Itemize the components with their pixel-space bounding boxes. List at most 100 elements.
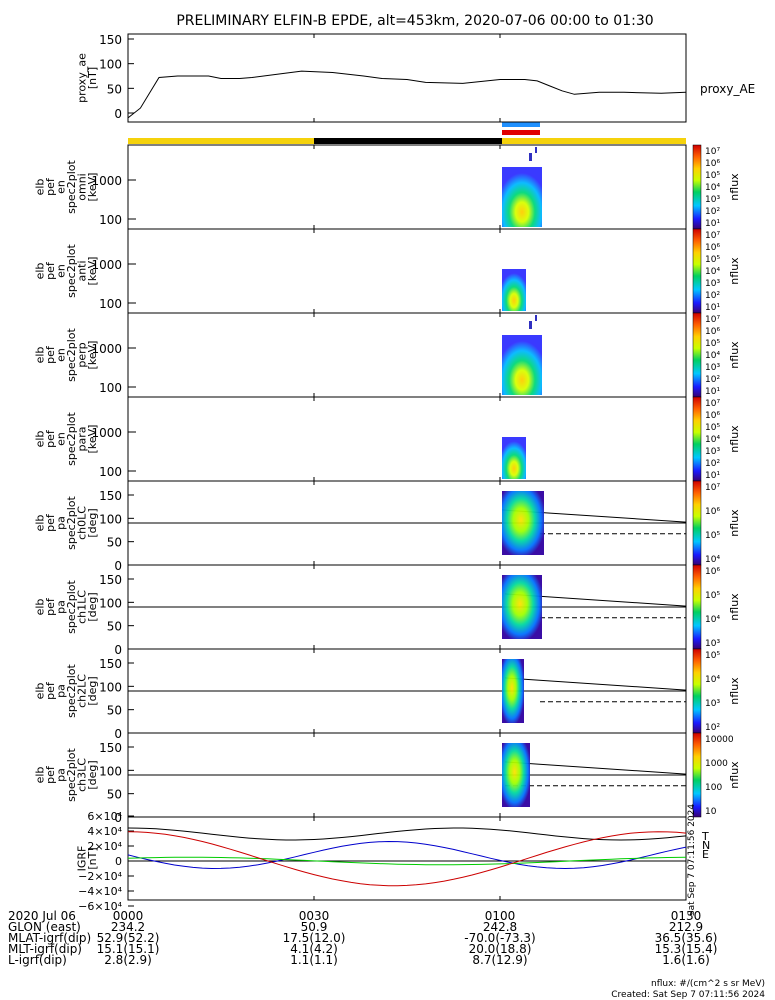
colorbar-tick: 10³: [705, 363, 720, 373]
colorbar-label: nflux: [728, 761, 741, 789]
colorbar-tick: 10²: [705, 459, 720, 469]
ytick-label: 100: [99, 381, 122, 395]
ylabel-line: pef: [44, 345, 57, 364]
colorbar-strip: [692, 312, 702, 398]
ylabel-line: elb: [34, 683, 47, 700]
ytick-label: 50: [107, 536, 122, 550]
ytick-label: 100: [99, 680, 122, 694]
panel-ch2LC: elbpefpaspec2plotch2LC[deg]15010050010⁵1…: [34, 648, 741, 741]
side-stamp: Sat Sep 7 07:11:56 2024: [687, 804, 697, 916]
colorbar-tick: 10⁶: [705, 243, 720, 253]
spectrogram-speck: [529, 153, 532, 161]
ytick-label: 1000: [91, 426, 122, 440]
colorbar-tick: 10⁷: [705, 399, 720, 409]
ylabel-line: [keV]: [86, 425, 99, 454]
panel-para: elbpefenspec2plotpara[keV]100010010⁷10⁶1…: [34, 396, 741, 482]
footer-value: 2.8(2.9): [104, 953, 152, 967]
ytick-label: 100: [99, 58, 122, 72]
footer-value: 4.1(4.2): [290, 942, 338, 956]
loss-cone-line: [504, 677, 687, 691]
igrf-north-line: [127, 840, 687, 870]
colorbar-tick: 1000: [705, 759, 728, 769]
panel-frame: [127, 228, 687, 314]
ytick-label: 6×10⁴: [87, 810, 122, 823]
colorbar-tick: 10²: [705, 291, 720, 301]
ytick-label: −4×10⁴: [78, 885, 122, 898]
science-zone-blue-bar: [502, 122, 540, 127]
ylabel-line: [deg]: [86, 592, 99, 621]
footer-value: 234.2: [111, 920, 145, 934]
spectrogram-data: [502, 743, 530, 807]
ylabel-line: elb: [34, 767, 47, 784]
colorbar-tick: 10⁵: [705, 531, 720, 541]
orbit-status-bar: [128, 122, 686, 144]
ytick-label: 150: [99, 33, 122, 47]
colorbar-label: nflux: [728, 509, 741, 537]
ylabel-line: ch0LC: [76, 506, 89, 540]
colorbar-tick: 10¹: [705, 387, 720, 397]
colorbar-tick: 100: [705, 783, 722, 793]
ylabel-line: [keV]: [86, 173, 99, 202]
colorbar: 10⁷ 10⁶ 10⁵ 10⁴ 10³ 10² 10¹ nflux: [692, 144, 741, 230]
spectrogram-data: [502, 491, 544, 555]
colorbar-tick: 10⁶: [705, 159, 720, 169]
colorbar-tick: 10³: [705, 195, 720, 205]
panel-anti: elbpefenspec2plotanti[keV]100010010⁷10⁶1…: [34, 228, 741, 314]
ytick-label: 150: [99, 489, 122, 503]
ylabel-line: spec2plot: [65, 664, 78, 718]
colorbar-label: nflux: [728, 593, 741, 621]
colorbar-strip: [692, 144, 702, 230]
created-stamp: Created: Sat Sep 7 07:11:56 2024: [611, 990, 765, 1000]
colorbar-tick: 10⁵: [705, 171, 720, 181]
colorbar-tick: 10²: [705, 723, 720, 733]
ytick-label: 0: [114, 811, 122, 825]
colorbar-strip: [692, 564, 702, 650]
colorbar-tick: 10⁶: [705, 567, 720, 577]
colorbar: 10⁷ 10⁶ 10⁵ 10⁴ 10³ 10² 10¹ nflux: [692, 396, 741, 482]
ytick-label: 150: [99, 657, 122, 671]
colorbar-tick: 10⁴: [705, 615, 720, 625]
spectrogram-data: [502, 575, 542, 639]
ytick-label: 0: [114, 643, 122, 657]
panel-frame: [127, 816, 687, 901]
footer-value: 52.9(52.2): [97, 931, 160, 945]
footer-row-label: MLAT-igrf(dip): [8, 931, 91, 945]
footer-value: 0000: [113, 909, 144, 923]
colorbar-tick: 10⁶: [705, 411, 720, 421]
ylabel-line: [nT]: [86, 67, 99, 89]
ylabel-line: spec2plot: [65, 580, 78, 634]
ylabel-line: pef: [44, 765, 57, 784]
ylabel-line: anti: [76, 260, 89, 281]
footer-value: 36.5(35.6): [655, 931, 718, 945]
ylabel-line: elb: [34, 431, 47, 448]
ylabel-line: ch1LC: [76, 590, 89, 624]
ytick-label: 150: [99, 741, 122, 755]
colorbar-strip: [692, 228, 702, 314]
panel-omni: elbpefenspec2plotomni[keV]100010010⁷10⁶1…: [34, 144, 741, 230]
ylabel-line: pef: [44, 261, 57, 280]
colorbar-label: nflux: [728, 677, 741, 705]
ylabel-line: elb: [34, 179, 47, 196]
colorbar-tick: 10⁵: [705, 255, 720, 265]
ylabel-line: elb: [34, 263, 47, 280]
footer-value: 15.3(15.4): [655, 942, 718, 956]
legend-T: T: [701, 830, 709, 843]
ylabel-line: en: [55, 432, 68, 446]
series-label-proxy-ae: proxy_AE: [700, 82, 755, 96]
ephemeris-footer: 2020 Jul 06 0000 0030 0100 0130 GLON (east) 23…: [8, 909, 717, 967]
colorbar: 10⁷ 10⁶ 10⁵ 10⁴ 10³ 10² 10¹ nflux: [692, 228, 741, 314]
ylabel-line: pa: [55, 768, 68, 782]
ytick-label: 0: [114, 559, 122, 573]
ytick-label: 0: [114, 727, 122, 741]
spectrogram-speck: [535, 147, 537, 153]
ytick-label: 4×10⁴: [87, 825, 122, 838]
ylabel-line: elb: [34, 515, 47, 532]
colorbar-tick: 10⁷: [705, 315, 720, 325]
colorbar-tick: 10⁴: [705, 267, 720, 277]
ytick-label: 100: [99, 465, 122, 479]
footer-value: 17.5(12.0): [283, 931, 346, 945]
colorbar-tick: 10⁴: [705, 555, 720, 565]
colorbar-tick: 10¹: [705, 471, 720, 481]
footer-value: 0100: [485, 909, 516, 923]
